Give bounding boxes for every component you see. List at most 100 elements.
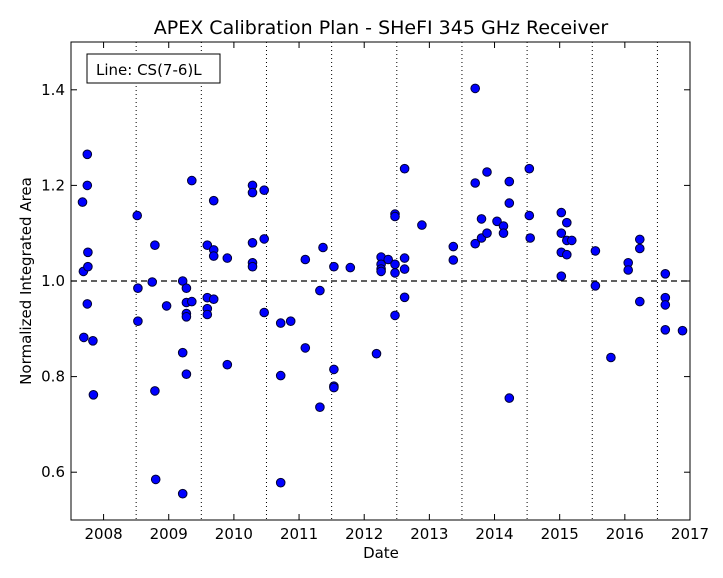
data-point [524, 163, 535, 174]
x-tick-label: 2011 [280, 525, 318, 543]
data-point [275, 318, 286, 328]
data-point [300, 254, 311, 265]
data-point [275, 477, 286, 488]
data-point [677, 325, 688, 336]
data-point [476, 214, 487, 224]
data-point [448, 241, 459, 252]
data-point [482, 167, 492, 177]
data-point [247, 238, 258, 248]
data-point [556, 228, 567, 238]
data-point [390, 259, 400, 270]
data-point [383, 254, 394, 265]
x-tick-label: 2012 [345, 525, 383, 543]
data-point [147, 277, 157, 287]
data-point [448, 255, 459, 265]
y-axis-label: Normalized Integrated Area [17, 177, 35, 385]
x-tick-label: 2016 [606, 525, 644, 543]
data-point [504, 393, 515, 403]
x-tick-label: 2009 [150, 525, 188, 543]
data-point [329, 364, 339, 375]
data-point [247, 261, 258, 272]
data-point [417, 220, 427, 230]
data-point [390, 268, 400, 278]
data-point [329, 261, 339, 272]
data-point [660, 325, 671, 335]
data-point [567, 235, 577, 246]
y-tick-label: 1.2 [41, 176, 65, 194]
plot-frame [70, 41, 691, 521]
data-point [88, 336, 98, 346]
data-point [202, 240, 213, 250]
data-point [181, 312, 192, 322]
data-point [498, 228, 509, 238]
data-point [562, 217, 572, 228]
data-point [590, 281, 601, 291]
data-point [259, 185, 270, 195]
data-point [150, 386, 160, 396]
data-point [660, 269, 671, 279]
data-point [208, 195, 219, 206]
data-point [181, 369, 192, 380]
data-point [285, 316, 296, 327]
data-point [345, 262, 356, 273]
data-point [470, 178, 481, 188]
data-point [77, 197, 88, 207]
data-point [635, 243, 645, 254]
legend-text: Line: CS(7-6)L [96, 61, 202, 79]
data-point [635, 296, 645, 307]
data-point [556, 271, 567, 282]
data-point [470, 238, 481, 249]
data-point [202, 309, 213, 320]
data-point [222, 253, 233, 263]
data-point [390, 211, 400, 222]
data-point [79, 332, 89, 343]
x-tick-label: 2013 [410, 525, 448, 543]
data-point [556, 207, 567, 218]
data-point [150, 474, 161, 485]
y-tick-label: 0.8 [41, 368, 65, 386]
data-point [399, 292, 410, 303]
plot-area: 2008 2009 2010 2011 2012 2013 2014 2015 2016 2017… [41, 41, 709, 543]
legend-box [86, 53, 221, 84]
data-point [390, 310, 400, 321]
data-point [329, 382, 339, 393]
data-point [82, 299, 93, 309]
data-point [208, 251, 219, 261]
data-point [82, 180, 93, 191]
x-tick-label: 2008 [84, 525, 122, 543]
data-point [150, 240, 160, 250]
data-point [187, 175, 197, 186]
data-point [399, 264, 410, 274]
data-point [82, 149, 93, 160]
y-tick-label: 0.6 [41, 463, 65, 481]
data-point [623, 265, 634, 275]
data-point [187, 296, 197, 307]
data-point [606, 352, 616, 363]
x-tick-label: 2017 [671, 525, 709, 543]
data-point [222, 359, 233, 370]
data-point [504, 198, 515, 208]
data-point [470, 83, 481, 94]
x-tick-label: 2010 [215, 525, 253, 543]
data-point [315, 285, 325, 296]
data-point [590, 246, 601, 256]
data-point [133, 316, 143, 327]
data-point [399, 163, 410, 174]
data-point [181, 283, 192, 294]
data-point [562, 249, 572, 260]
x-tick-label: 2015 [541, 525, 579, 543]
data-point [300, 343, 311, 353]
data-point [482, 228, 492, 238]
y-tick-label: 1.4 [41, 81, 65, 99]
data-point [177, 347, 188, 358]
data-point [259, 307, 270, 318]
data-point [660, 300, 671, 310]
data-point [83, 261, 93, 272]
data-point [371, 348, 382, 359]
data-point [208, 294, 219, 305]
legend: Line: CS(7-6)L [86, 53, 221, 84]
x-tick-label: 2014 [475, 525, 513, 543]
data-point [376, 266, 386, 277]
chart-title: APEX Calibration Plan - SHeFI 345 GHz Re… [154, 17, 609, 39]
